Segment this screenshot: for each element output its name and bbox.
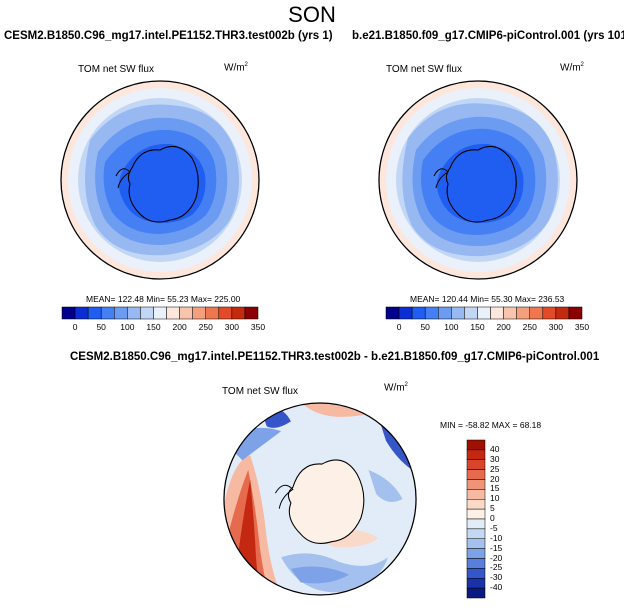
diff-colorbar-swatch [466, 499, 486, 510]
panel1-colorbar-tick-label: 300 [224, 322, 239, 332]
panel2-colorbar-swatch [438, 306, 452, 320]
panel2-stats: MEAN= 120.44 Min= 55.30 Max= 236.53 [410, 294, 565, 304]
panel1-colorbar-tick-label: 100 [120, 322, 135, 332]
panel1-variable-title: TOM net SW flux [78, 64, 154, 75]
panel1-colorbar-swatch [192, 306, 206, 320]
panel2-colorbar-swatch [529, 306, 544, 320]
diff-colorbar-swatch [466, 587, 486, 599]
panel1-colorbar-swatch [140, 306, 154, 320]
panel1-colorbar-swatch [100, 306, 115, 320]
panel2-colorbar-swatch [424, 306, 439, 320]
panel2-colorbar [385, 306, 583, 320]
panel2-colorbar-swatch [490, 306, 504, 320]
diff-colorbar-swatch [466, 489, 486, 500]
panel2-colorbar-swatch [398, 306, 413, 320]
diff-colorbar-swatch [466, 578, 486, 589]
diff-colorbar-tick-label: -20 [490, 552, 503, 563]
panel1-colorbar-swatch [205, 306, 220, 320]
panel1-colorbar [61, 306, 259, 320]
diff-colorbar-swatch [466, 528, 486, 539]
panel2-colorbar-swatch [542, 306, 557, 320]
diff-colorbar-tick-label: 10 [490, 493, 500, 504]
diff-colorbar-tick-label: -40 [490, 582, 503, 593]
diff-colorbar-tick-label: 15 [490, 483, 500, 494]
diff-colorbar-tick-label: 25 [490, 463, 500, 474]
panel1-colorbar-swatch [244, 306, 259, 320]
diff-colorbar-tick-label: -25 [490, 562, 503, 573]
diff-colorbar-swatch [466, 469, 486, 480]
diff-variable-title: TOM net SW flux [222, 386, 298, 397]
panel1-colorbar-swatch [114, 306, 128, 320]
diff-case-title: CESM2.B1850.C96_mg17.intel.PE1152.THR3.t… [70, 351, 600, 363]
panel2-variable-title: TOM net SW flux [386, 64, 462, 75]
panel2-colorbar-tick-label: 0 [396, 322, 402, 332]
panel1-colorbar-swatch [153, 306, 167, 320]
diff-colorbar-labels: 40 30 25 20 15 10 5 0 -5 -10 -15 -20 -25 -30 -40 [490, 440, 530, 600]
diff-colorbar-tick-label: 20 [490, 473, 500, 484]
panel2-colorbar-swatch [568, 306, 583, 320]
panel2-colorbar-swatch [516, 306, 530, 320]
diff-colorbar-tick-label: -5 [490, 522, 498, 533]
diff-colorbar-swatch [466, 538, 486, 549]
panel1-colorbar-labels: 0 50 100 150 200 250 300 350 [62, 322, 265, 334]
diff-colorbar-swatch [466, 568, 486, 579]
diff-colorbar-tick-label: 30 [490, 453, 500, 464]
panel1-colorbar-swatch [166, 306, 180, 320]
panel1-colorbar-swatch [218, 306, 233, 320]
panel2-colorbar-tick-label: 200 [496, 322, 511, 332]
panel2-colorbar-swatch [385, 306, 400, 320]
diff-colorbar [466, 439, 486, 599]
panel1-colorbar-tick-label: 250 [198, 322, 213, 332]
panel2-colorbar-swatch [451, 306, 465, 320]
diff-colorbar-tick-label: 0 [490, 513, 495, 523]
panel1-colorbar-swatch [127, 306, 141, 320]
panel1-colorbar-swatch [61, 306, 76, 320]
diff-colorbar-swatch [466, 558, 486, 569]
panel2-colorbar-labels: 0 50 100 150 200 250 300 350 [386, 322, 589, 334]
panel2-polar-map [378, 80, 578, 280]
panel1-colorbar-tick-label: 150 [146, 322, 161, 332]
diff-colorbar-tick-label: -10 [490, 532, 503, 543]
panel2-colorbar-swatch [464, 306, 478, 320]
panel2-colorbar-swatch [411, 306, 426, 320]
panel2-colorbar-swatch [503, 306, 517, 320]
panel2-colorbar-tick-label: 300 [548, 322, 563, 332]
panel2-colorbar-tick-label: 350 [574, 322, 590, 332]
diff-colorbar-swatch [466, 459, 486, 470]
panel1-colorbar-swatch [74, 306, 89, 320]
diff-colorbar-tick-label: 5 [490, 503, 495, 514]
diff-colorbar-tick-label: -15 [490, 542, 503, 553]
diff-units: W/m2 [384, 382, 408, 394]
panel1-colorbar-tick-label: 350 [250, 322, 266, 332]
diff-colorbar-tick-label: -30 [490, 572, 503, 583]
panel2-units: W/m2 [560, 62, 584, 74]
panel1-units: W/m2 [224, 62, 248, 74]
diff-colorbar-swatch [466, 449, 486, 460]
panel2-colorbar-tick-label: 100 [444, 322, 459, 332]
diff-colorbar-swatch [466, 439, 486, 451]
diff-colorbar-swatch [466, 548, 486, 559]
page-title: SON [288, 2, 336, 27]
diff-colorbar-swatch [466, 508, 486, 520]
diff-colorbar-tick-label: 40 [490, 443, 500, 454]
panel2-colorbar-tick-label: 250 [522, 322, 537, 332]
panel1-case-title: CESM2.B1850.C96_mg17.intel.PE1152.THR3.t… [4, 30, 333, 42]
panel1-colorbar-tick-label: 0 [72, 322, 78, 332]
diff-colorbar-swatch [466, 518, 486, 530]
panel2-colorbar-swatch [555, 306, 570, 320]
panel1-polar-map [60, 80, 260, 280]
panel1-stats: MEAN= 122.48 Min= 55.23 Max= 225.00 [86, 294, 241, 304]
panel1-colorbar-tick-label: 50 [96, 322, 106, 332]
diff-stats: MIN = -58.82 MAX = 68.18 [440, 420, 542, 430]
panel1-colorbar-swatch [87, 306, 102, 320]
panel2-colorbar-tick-label: 150 [470, 322, 485, 332]
diff-colorbar-swatch [466, 479, 486, 490]
panel1-colorbar-tick-label: 200 [172, 322, 187, 332]
panel1-colorbar-swatch [179, 306, 193, 320]
panel1-colorbar-swatch [231, 306, 246, 320]
diff-polar-map [223, 402, 417, 596]
panel2-colorbar-swatch [477, 306, 491, 320]
panel2-case-title: b.e21.B1850.f09_g17.CMIP6-piControl.001 … [352, 30, 624, 42]
panel2-colorbar-tick-label: 50 [420, 322, 430, 332]
